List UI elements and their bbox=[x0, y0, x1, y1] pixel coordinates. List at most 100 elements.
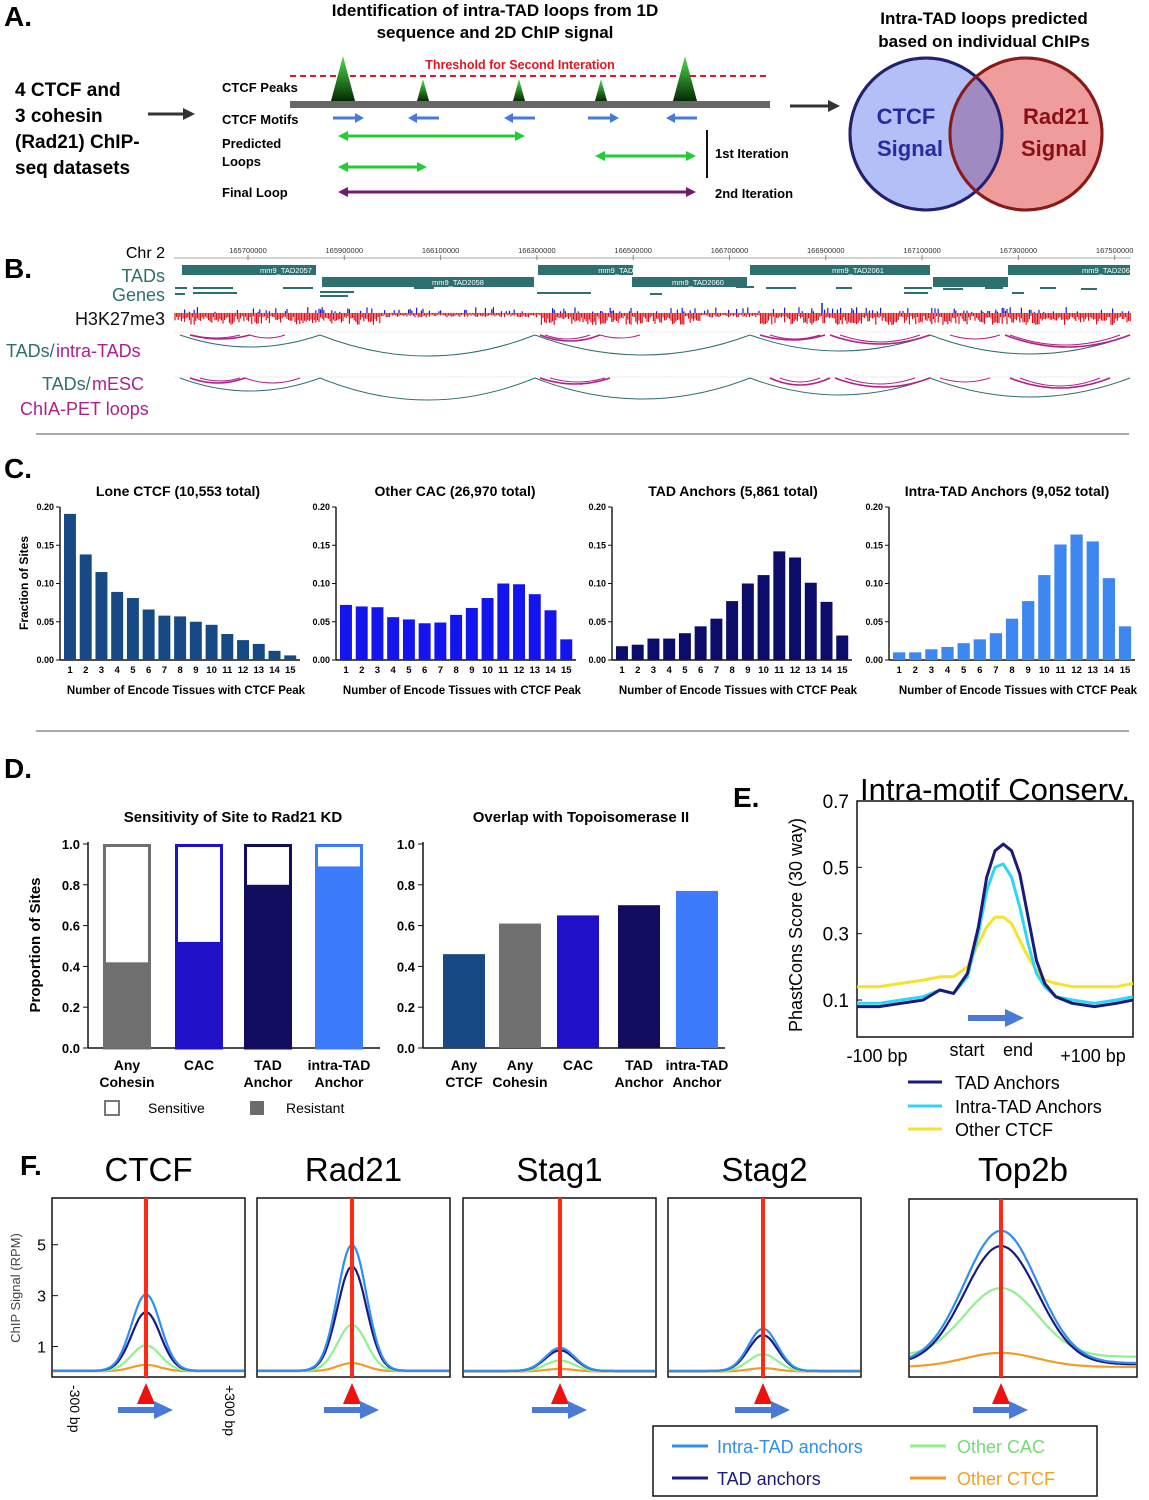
c-y-tick-label: 0.15 bbox=[312, 540, 330, 550]
c-y-tick-label: 0.20 bbox=[865, 502, 883, 512]
f-title: Top2b bbox=[978, 1151, 1068, 1188]
c-x-tick-label: 2 bbox=[635, 665, 640, 676]
chiapet-arc bbox=[929, 377, 1131, 398]
d-bar-resistant bbox=[244, 884, 292, 1048]
e-series-line bbox=[857, 842, 1134, 1009]
tad-track: mm9_TAD2057 mm9_TAD2058 mm9_TAD20 mm9_TA… bbox=[182, 265, 1134, 287]
d-x-label: Anchor bbox=[315, 1074, 365, 1090]
c-bar bbox=[973, 639, 986, 660]
c-bar bbox=[616, 646, 628, 660]
c-x-tick-label: 4 bbox=[945, 665, 951, 676]
e-legend-intra: Intra-TAD Anchors bbox=[955, 1097, 1102, 1117]
chiapet-arc bbox=[844, 377, 916, 385]
f-legend-cac: Other CAC bbox=[957, 1437, 1045, 1457]
c-x-tick-label: 14 bbox=[821, 665, 832, 676]
venn-ctcf-label-2: Signal bbox=[877, 136, 943, 161]
c-bar bbox=[957, 643, 970, 660]
f-center-triangle bbox=[551, 1383, 569, 1404]
d-topo-bar bbox=[557, 915, 599, 1048]
panel-f-letter: F. bbox=[20, 1150, 42, 1181]
c-x-tick-label: 5 bbox=[961, 665, 967, 676]
c-x-tick-label: 6 bbox=[422, 665, 427, 676]
c-bar bbox=[909, 652, 922, 660]
coord-axis: 165700000 165900000 166100000 166300000 1665… bbox=[229, 246, 1134, 260]
d-x-label: Cohesin bbox=[492, 1074, 547, 1090]
c-xlabel: Number of Encode Tissues with CTCF Peak bbox=[67, 685, 306, 697]
c-bar bbox=[694, 626, 707, 660]
c-bar bbox=[497, 583, 510, 660]
panel-b-letter: B. bbox=[4, 253, 32, 284]
c-bar bbox=[158, 615, 171, 660]
d-x-label: intra-TAD bbox=[666, 1057, 729, 1073]
e-y-tick-label: 0.3 bbox=[823, 925, 849, 946]
c-bar bbox=[252, 643, 265, 660]
c-bar bbox=[126, 598, 139, 660]
c-x-tick-label: 9 bbox=[1026, 665, 1031, 676]
c-x-tick-label: 5 bbox=[130, 665, 136, 676]
c-x-tick-label: 3 bbox=[99, 665, 104, 676]
tad-name: mm9_TAD2061 bbox=[832, 266, 884, 275]
arc2-label-chiapet: ChIA-PET loops bbox=[20, 399, 149, 419]
arc2-label-tads: TADs/ bbox=[42, 374, 91, 394]
d-y-tick-label: 0.6 bbox=[62, 919, 80, 934]
c-x-tick-label: 9 bbox=[469, 665, 474, 676]
c-bar bbox=[284, 655, 297, 660]
c-bar bbox=[64, 513, 76, 660]
c-x-tick-label: 1 bbox=[67, 665, 73, 676]
row-label-final-loop: Final Loop bbox=[222, 185, 288, 200]
chiapet-arc bbox=[534, 377, 751, 400]
c-bar bbox=[402, 619, 415, 660]
c-bar bbox=[726, 601, 739, 660]
c-y-tick-label: 0.00 bbox=[36, 655, 54, 665]
loop-arc bbox=[544, 334, 591, 340]
input-arrow bbox=[148, 108, 195, 120]
c-bar bbox=[1118, 626, 1132, 660]
f-motif-arrowhead bbox=[568, 1401, 587, 1419]
venn-title-1: Intra-TAD loops predicted bbox=[880, 9, 1087, 28]
legend-swatch-sensitive bbox=[104, 1100, 120, 1116]
e-x-left: -100 bp bbox=[846, 1046, 907, 1066]
loop-arc bbox=[1004, 334, 1131, 348]
venn-overlap bbox=[949, 76, 1003, 192]
row-label-ctcf-motifs: CTCF Motifs bbox=[222, 112, 299, 127]
method-title-2: sequence and 2D ChIP signal bbox=[377, 23, 614, 42]
coord-label: 167500000 bbox=[1096, 246, 1134, 255]
input-line-3: (Rad21) ChIP- bbox=[15, 132, 140, 153]
tad-name: mm9_TAD2060 bbox=[672, 278, 724, 287]
f-motif-arrowhead bbox=[360, 1401, 379, 1419]
c-chart-title: TAD Anchors (5,861 total) bbox=[648, 483, 818, 499]
d-topo-title: Overlap with Topoisomerase II bbox=[473, 809, 689, 826]
tad-block bbox=[322, 277, 534, 287]
panel-d: D. Proportion of Sites Sensitivity of Si… bbox=[4, 753, 728, 1116]
tad-block bbox=[538, 265, 633, 275]
d-x-label: Anchor bbox=[244, 1074, 294, 1090]
d-x-label: TAD bbox=[625, 1057, 653, 1073]
track-label-genes: Genes bbox=[112, 285, 165, 305]
chiapet-arc bbox=[1009, 377, 1111, 389]
f-title: Rad21 bbox=[305, 1151, 402, 1188]
loop-arc bbox=[769, 334, 821, 340]
f-y-tick-label: 1 bbox=[37, 1340, 46, 1357]
ctcf-motif-arrows bbox=[333, 113, 697, 123]
venn-rad21-label-1: Rad21 bbox=[1023, 104, 1089, 129]
c-y-tick-label: 0.20 bbox=[588, 502, 606, 512]
f-motif-arrowhead bbox=[154, 1401, 173, 1419]
loop-arc bbox=[539, 334, 601, 342]
c-x-tick-label: 10 bbox=[1039, 665, 1050, 676]
e-x-end: end bbox=[1003, 1040, 1033, 1060]
legend-sensitive: Sensitive bbox=[148, 1100, 205, 1116]
c-x-tick-label: 11 bbox=[498, 665, 509, 676]
d-y-tick-label: 0.2 bbox=[397, 1000, 415, 1015]
d-topo-bar bbox=[443, 954, 485, 1048]
loop-arc bbox=[1009, 334, 1121, 346]
ctcf-peak-tall bbox=[673, 56, 697, 101]
c-bar bbox=[544, 610, 557, 660]
c-bar bbox=[79, 554, 92, 660]
track-label-tads: TADs bbox=[121, 266, 165, 286]
c-x-tick-label: 13 bbox=[529, 665, 540, 676]
c-x-tick-label: 15 bbox=[561, 665, 572, 676]
tad-block bbox=[1008, 265, 1130, 275]
f-series-line bbox=[909, 1286, 1137, 1358]
c-x-tick-label: 9 bbox=[745, 665, 750, 676]
